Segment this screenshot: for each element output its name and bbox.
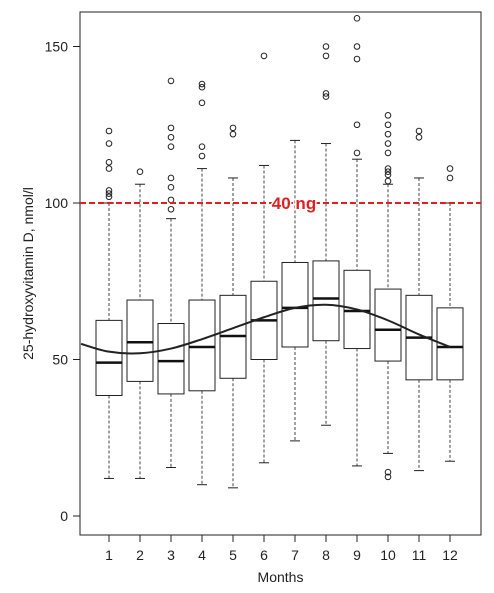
outlier-point: [167, 174, 175, 182]
outlier-point: [229, 130, 237, 138]
outlier-point: [105, 140, 113, 147]
box-month-1: [95, 127, 123, 479]
box-iqr: [188, 299, 216, 392]
outlier-point: [384, 140, 392, 147]
y-tick-label: 100: [45, 195, 69, 211]
outlier-point: [322, 93, 330, 100]
y-axis-title: 25-hydroxyvitamin D, nmol/l: [20, 187, 36, 360]
outlier-point: [136, 168, 144, 175]
outlier-point: [384, 468, 392, 476]
reference-line-label: 40 ng: [272, 194, 316, 213]
outlier-point: [446, 165, 454, 172]
outlier-point: [353, 43, 361, 50]
outlier-point: [105, 190, 113, 197]
box-month-3: [157, 77, 185, 468]
outlier-point: [353, 121, 361, 129]
trend-curve: [80, 303, 451, 355]
x-tick-label: 12: [442, 547, 458, 563]
outlier-point: [167, 184, 175, 191]
x-tick-label: 10: [380, 547, 396, 563]
outlier-point: [415, 133, 423, 141]
x-tick-label: 11: [412, 547, 427, 563]
x-tick-label: 7: [291, 547, 299, 563]
x-tick-label: 4: [198, 547, 206, 563]
y-tick-label: 150: [45, 39, 69, 55]
box-month-7: [281, 139, 309, 442]
outlier-point: [167, 196, 175, 204]
x-tick-label: 9: [353, 547, 361, 563]
plot-frame: [79, 11, 482, 536]
outlier-point: [198, 80, 206, 88]
outlier-point: [167, 133, 175, 141]
outlier-point: [384, 171, 392, 179]
outlier-point: [446, 174, 454, 182]
x-axis: 1 2 3 4 5 6 7 8 9 10 11 12: [105, 535, 458, 563]
outlier-point: [198, 143, 206, 150]
outlier-point: [167, 124, 175, 132]
outlier-point: [322, 90, 330, 97]
outlier-point: [384, 121, 392, 129]
outlier-point: [384, 130, 392, 138]
box-iqr: [312, 260, 340, 342]
outlier-point: [384, 168, 392, 175]
y-tick-label: 0: [60, 508, 68, 524]
x-tick-label: 6: [260, 547, 268, 563]
outlier-point: [105, 187, 113, 194]
y-axis: 0 50 100 150: [45, 39, 80, 524]
outlier-point: [229, 124, 237, 132]
x-tick-label: 3: [167, 547, 175, 563]
box-iqr: [343, 269, 371, 350]
box-month-4: [188, 80, 216, 486]
outlier-point: [353, 15, 361, 22]
outlier-point: [198, 152, 206, 160]
outlier-point: [198, 83, 206, 91]
box-month-8: [312, 43, 340, 426]
outlier-point: [260, 52, 268, 60]
x-tick-label: 2: [136, 547, 144, 563]
box-iqr: [157, 323, 185, 395]
outlier-point: [167, 205, 175, 213]
box-month-11: [405, 127, 433, 472]
outlier-point: [105, 193, 113, 201]
outlier-point: [105, 165, 113, 172]
box-iqr: [95, 319, 123, 396]
outlier-point: [415, 127, 423, 135]
outlier-point: [322, 52, 330, 60]
outlier-point: [384, 112, 392, 119]
box-iqr: [126, 299, 154, 382]
outlier-point: [322, 43, 330, 50]
box-series: [95, 15, 464, 489]
outlier-point: [167, 143, 175, 150]
x-tick-label: 1: [105, 547, 113, 563]
outlier-point: [353, 55, 361, 63]
box-month-2: [126, 168, 154, 479]
outlier-point: [384, 177, 392, 185]
outlier-point: [353, 149, 361, 157]
box-month-12: [436, 165, 464, 462]
x-tick-label: 5: [229, 547, 237, 563]
outlier-point: [384, 473, 392, 481]
box-month-6: [250, 52, 278, 464]
box-iqr: [281, 261, 309, 348]
outlier-point: [105, 159, 113, 166]
x-axis-title: Months: [258, 569, 304, 585]
outlier-point: [167, 77, 175, 85]
outlier-point: [105, 127, 113, 135]
box-month-10: [374, 112, 402, 481]
box-month-5: [219, 124, 247, 489]
box-month-9: [343, 15, 371, 467]
x-tick-label: 8: [322, 547, 330, 563]
outlier-point: [198, 99, 206, 107]
outlier-point: [384, 149, 392, 157]
outlier-point: [384, 165, 392, 172]
y-tick-label: 50: [52, 352, 68, 368]
